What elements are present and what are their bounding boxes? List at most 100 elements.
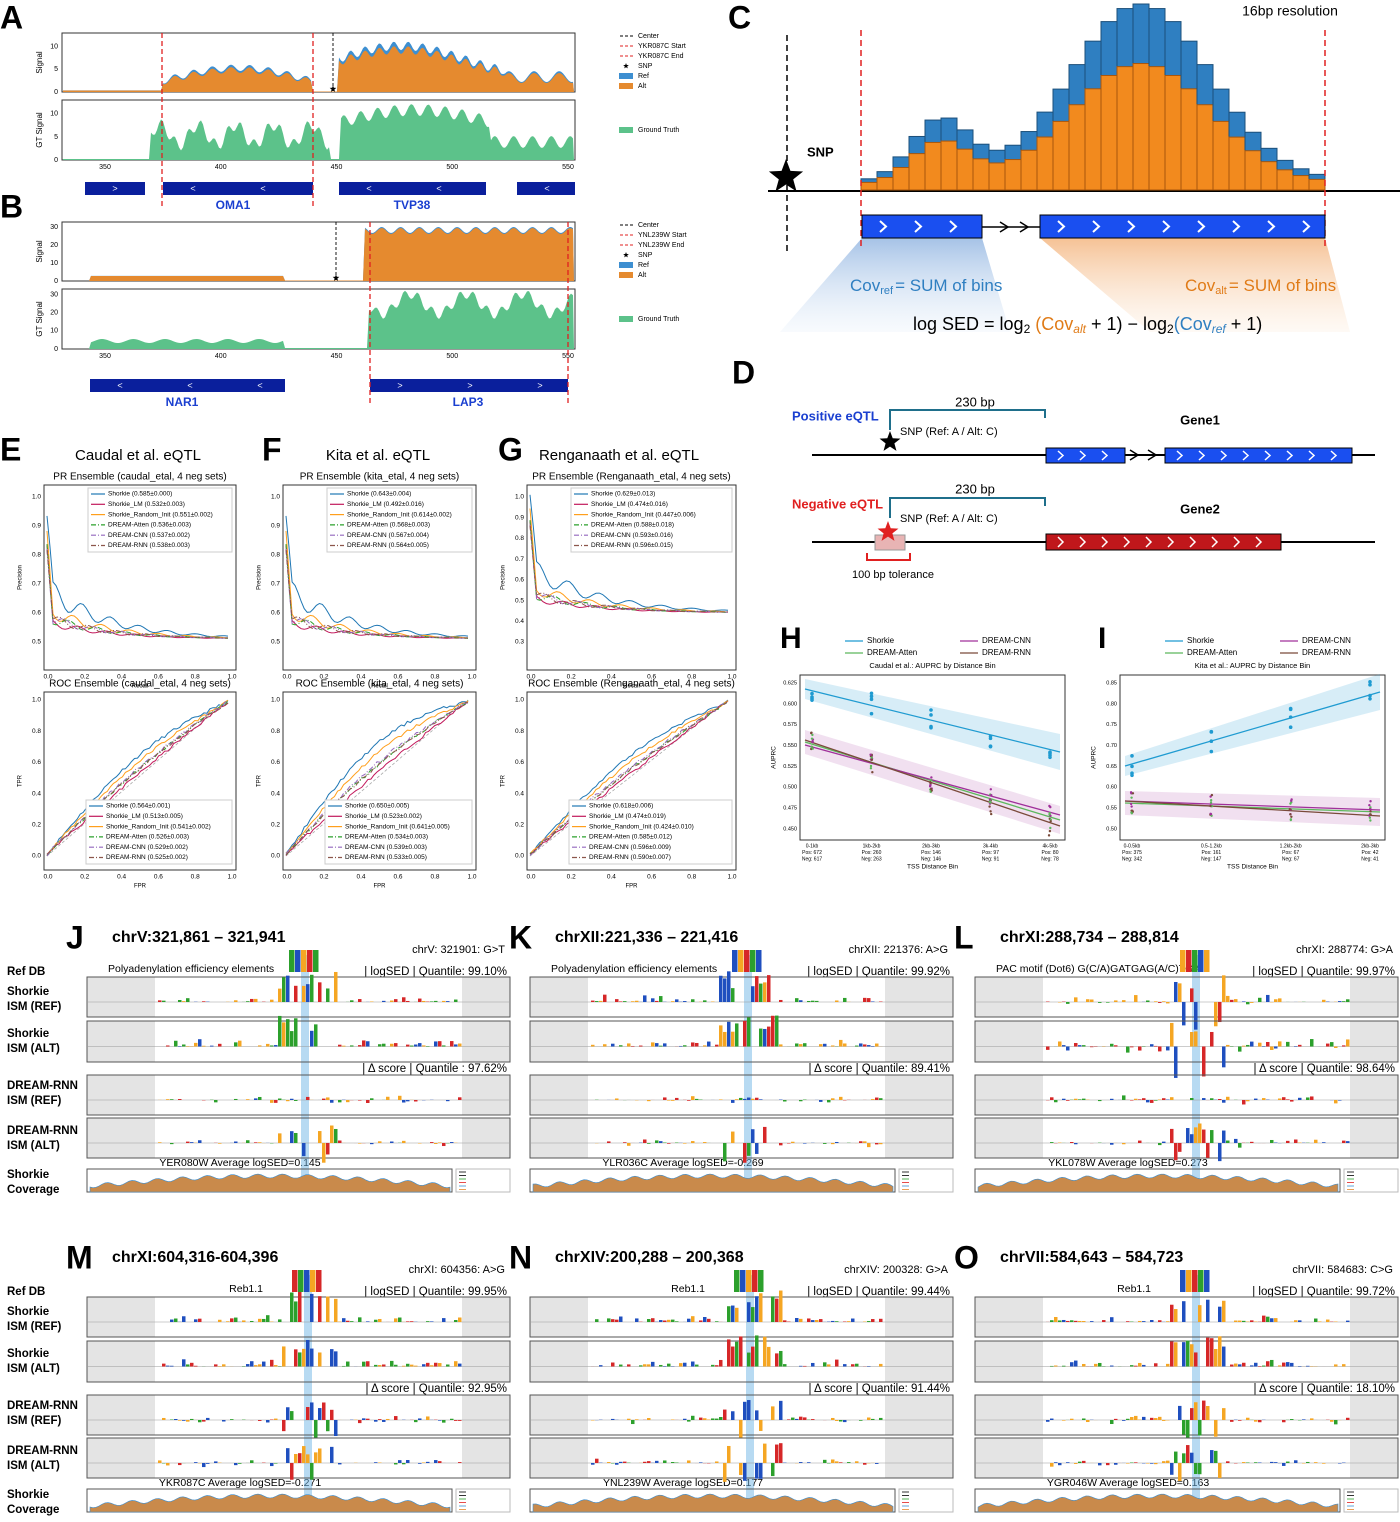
x-tick-label: Pos: 42 [1362, 850, 1379, 856]
legend-swatch [619, 83, 633, 89]
point [1289, 802, 1292, 805]
snp-highlight [1192, 955, 1200, 1192]
logo-letter [691, 1042, 695, 1047]
logo-letter [1082, 1045, 1086, 1047]
logo-letter [871, 1001, 875, 1002]
logo-letter [292, 1270, 298, 1292]
logo-letter [799, 1044, 803, 1047]
logo-letter [446, 1100, 450, 1102]
x-tick-label: 0.4 [356, 674, 365, 681]
logo-letter [1122, 1143, 1126, 1145]
row-label: Ref DB [7, 1286, 45, 1298]
curve [46, 702, 229, 855]
logo-letter [1314, 1462, 1318, 1463]
point [869, 764, 873, 768]
logo-letter [1250, 1041, 1254, 1047]
signal-area [63, 46, 574, 92]
logo-letter [378, 1365, 382, 1367]
snp-marker [329, 85, 337, 92]
gene-arrow: > [397, 380, 402, 390]
logo-letter [338, 1463, 342, 1465]
row-label: Ref DB [7, 966, 45, 978]
logo-letter [863, 997, 867, 1002]
logo-letter [847, 1462, 851, 1463]
histogram-bin [924, 141, 942, 191]
logo-letter [258, 1420, 262, 1421]
y-tick-label: 0.0 [271, 853, 280, 860]
logo-letter [274, 1418, 278, 1420]
logo-letter [162, 1417, 166, 1420]
x-tick-label: 400 [215, 353, 227, 360]
logo-letter [1162, 1001, 1166, 1002]
logo-letter [1282, 1420, 1286, 1423]
logo-letter [374, 1364, 378, 1367]
logo-letter [414, 1365, 418, 1367]
logo-letter [1178, 1405, 1182, 1420]
intron-arrow [1129, 449, 1158, 461]
logo-letter [855, 1461, 859, 1463]
logo-letter [270, 1359, 274, 1367]
variant-label: chrXI: 288774: G>A [1296, 944, 1394, 956]
curve [46, 699, 229, 857]
logo-letter [1194, 1127, 1198, 1143]
logo-letter [879, 1417, 883, 1420]
logo-letter [282, 977, 286, 1002]
logo-letter [158, 1460, 162, 1463]
logo-letter [270, 1463, 274, 1467]
legend-label: YKR087C Start [638, 43, 686, 50]
point [1047, 834, 1051, 837]
legend-label: DREAM-Atten (0.536±0.003) [108, 522, 191, 529]
logo-letter [254, 1098, 258, 1100]
logo-letter [434, 1041, 438, 1047]
logo-letter [683, 1143, 687, 1144]
logo-letter [1334, 1364, 1338, 1367]
panel-letter: E [0, 431, 21, 467]
point [1368, 816, 1372, 819]
logo-letter [230, 1419, 234, 1420]
legend-label: DREAM-RNN (0.525±0.002) [106, 854, 188, 861]
logo-letter [1210, 1130, 1214, 1143]
curve [285, 701, 469, 854]
gene-arrow [914, 220, 923, 233]
logo-letter [595, 1319, 599, 1322]
logo-letter [366, 1361, 370, 1367]
logo-letter [334, 1351, 338, 1367]
masked-region [975, 1118, 1043, 1158]
variant-label: chrXII: 221376: A>G [849, 944, 948, 956]
logo-letter [635, 1318, 639, 1322]
logo-letter [1098, 1362, 1102, 1367]
masked-region [462, 1021, 510, 1062]
logo-letter [795, 998, 799, 1002]
logo-letter [418, 1463, 422, 1464]
logo-letter [1154, 1463, 1158, 1465]
legend-label: Shorkie [1187, 636, 1215, 645]
x-tick-label: 0.4 [117, 674, 126, 681]
logo-letter [1134, 1365, 1138, 1367]
snp-label: SNP [807, 144, 834, 159]
logo-letter [286, 1448, 290, 1463]
logo-letter [1230, 1364, 1234, 1367]
x-tick-label: Pos: 67 [1282, 850, 1299, 856]
curve [46, 544, 228, 639]
point [1369, 819, 1372, 822]
formula-part: 2 [1024, 322, 1031, 336]
logo-letter [1098, 1463, 1102, 1466]
legend-label: Shorkie_LM (0.523±0.002) [345, 813, 422, 820]
logo-letter [859, 1043, 863, 1047]
logo-letter [831, 1417, 835, 1420]
gene-arrow [1198, 450, 1206, 461]
track-frame [529, 1437, 954, 1479]
logo-letter [1150, 1463, 1154, 1464]
logo-letter [759, 1420, 763, 1431]
logo-letter [1158, 1416, 1162, 1420]
logo-letter [314, 1452, 318, 1463]
logo-letter [290, 1098, 294, 1100]
masked-region [1350, 1075, 1398, 1115]
logo-letter [795, 1043, 799, 1047]
logo-letter [1170, 1128, 1174, 1143]
logo-letter [615, 1319, 619, 1322]
track-frame [974, 1117, 1399, 1159]
y-tick-label: 0.8 [32, 728, 41, 735]
coverage-title: YKR087C Average logSED=-0.271 [159, 1477, 322, 1489]
logo-letter [1154, 1045, 1158, 1047]
